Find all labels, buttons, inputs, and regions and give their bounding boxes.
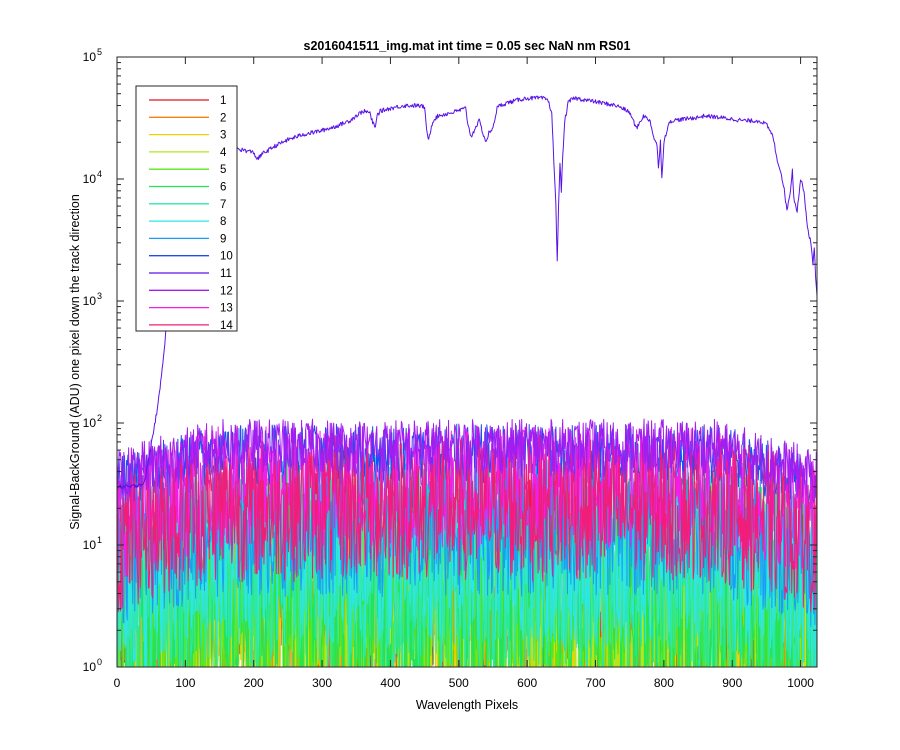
legend-label-11: 11 — [220, 268, 232, 280]
legend-label-1: 1 — [220, 95, 226, 107]
legend-label-8: 8 — [220, 216, 226, 228]
x-axis-label: Wavelength Pixels — [416, 698, 518, 712]
legend-label-13: 13 — [220, 303, 233, 315]
x-tick-label: 0 — [114, 676, 121, 690]
series-14-line — [117, 434, 817, 613]
x-tick-label: 500 — [449, 676, 469, 690]
chart-title: s2016041511_img.mat int time = 0.05 sec … — [304, 39, 631, 53]
legend-label-4: 4 — [220, 147, 227, 159]
y-tick-exponent: 2 — [97, 413, 102, 423]
y-tick-label: 10 — [83, 294, 97, 308]
y-tick-label: 10 — [83, 172, 97, 186]
legend-label-2: 2 — [220, 112, 226, 124]
y-tick-label: 10 — [83, 50, 97, 64]
y-tick-exponent: 3 — [97, 291, 102, 301]
y-tick-exponent: 1 — [97, 535, 102, 545]
legend-label-6: 6 — [220, 182, 226, 194]
y-tick-label: 10 — [83, 660, 97, 674]
y-tick-exponent: 0 — [97, 657, 102, 667]
series-8-line — [117, 452, 817, 667]
x-tick-label: 600 — [517, 676, 537, 690]
x-tick-label: 100 — [175, 676, 195, 690]
series-13-line — [117, 425, 817, 577]
legend-label-10: 10 — [220, 251, 233, 263]
y-axis-label: Signal-BackGround (ADU) one pixel down t… — [68, 194, 82, 530]
y-tick-label: 10 — [83, 538, 97, 552]
legend-label-12: 12 — [220, 285, 233, 297]
x-tick-label: 1000 — [787, 676, 814, 690]
legend-label-9: 9 — [220, 233, 226, 245]
x-tick-label: 300 — [312, 676, 332, 690]
x-tick-label: 200 — [244, 676, 264, 690]
x-axis-ticks: 0 100 200 300 400 500 600 700 800 900 1000 — [114, 57, 814, 690]
x-tick-label: 400 — [380, 676, 400, 690]
series-12-line — [117, 418, 817, 503]
legend-label-14: 14 — [220, 320, 233, 332]
y-tick-label: 10 — [83, 416, 97, 430]
legend-label-7: 7 — [220, 199, 226, 211]
legend-label-5: 5 — [220, 164, 226, 176]
y-tick-exponent: 5 — [97, 47, 102, 57]
x-tick-label: 900 — [722, 676, 742, 690]
y-tick-exponent: 4 — [97, 169, 102, 179]
legend-label-3: 3 — [220, 130, 226, 142]
axes-box — [116, 56, 818, 668]
x-tick-label: 700 — [586, 676, 606, 690]
x-tick-label: 800 — [654, 676, 674, 690]
